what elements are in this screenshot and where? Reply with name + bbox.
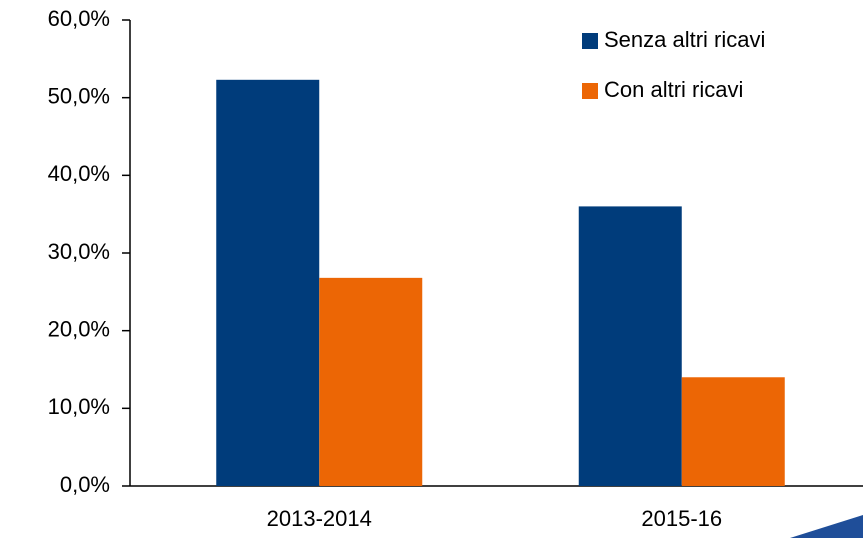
legend-swatch xyxy=(582,83,598,99)
y-tick-label: 40,0% xyxy=(48,161,110,186)
legend-swatch xyxy=(582,33,598,49)
bar xyxy=(681,377,785,486)
decoration xyxy=(790,515,863,538)
bar xyxy=(319,277,423,486)
legend-label: Con altri ricavi xyxy=(604,77,743,102)
y-tick-label: 20,0% xyxy=(48,316,110,341)
x-tick-label: 2015-16 xyxy=(641,506,722,531)
x-tick-label: 2013-2014 xyxy=(267,506,372,531)
bar xyxy=(216,79,320,486)
y-tick-label: 30,0% xyxy=(48,239,110,264)
y-tick-label: 50,0% xyxy=(48,83,110,108)
y-tick-label: 0,0% xyxy=(60,472,110,497)
y-tick-label: 10,0% xyxy=(48,394,110,419)
legend-label: Senza altri ricavi xyxy=(604,27,765,52)
y-tick-label: 60,0% xyxy=(48,6,110,31)
bar xyxy=(578,206,682,486)
